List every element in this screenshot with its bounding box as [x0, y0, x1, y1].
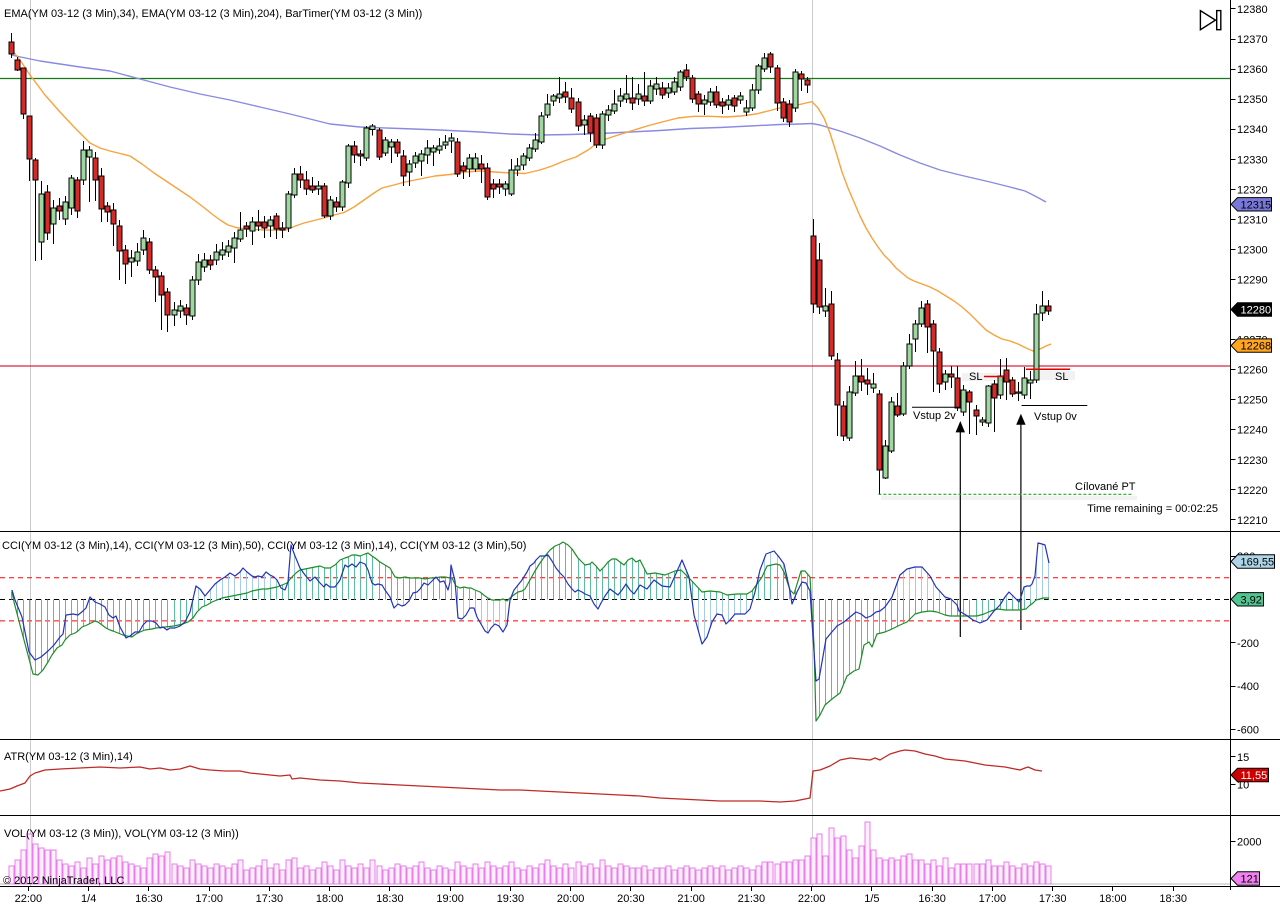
svg-text:-200: -200	[1237, 638, 1259, 650]
svg-text:12230: 12230	[1237, 455, 1268, 467]
svg-text:Vstup 0v: Vstup 0v	[1034, 411, 1077, 423]
svg-text:12268: 12268	[1241, 341, 1272, 353]
svg-text:12340: 12340	[1237, 124, 1268, 136]
svg-text:169,55: 169,55	[1241, 557, 1275, 569]
svg-text:10: 10	[1237, 780, 1249, 792]
svg-text:21:30: 21:30	[738, 893, 766, 905]
svg-text:17:30: 17:30	[256, 893, 284, 905]
svg-text:20:00: 20:00	[557, 893, 585, 905]
svg-text:16:30: 16:30	[918, 893, 946, 905]
svg-text:17:30: 17:30	[1039, 893, 1067, 905]
svg-text:Time remaining = 00:02:25: Time remaining = 00:02:25	[1087, 503, 1218, 515]
svg-text:16:30: 16:30	[135, 893, 163, 905]
svg-text:19:00: 19:00	[436, 893, 464, 905]
svg-text:12220: 12220	[1237, 485, 1268, 497]
svg-text:19:30: 19:30	[497, 893, 525, 905]
svg-text:12250: 12250	[1237, 395, 1268, 407]
svg-text:SL: SL	[1055, 371, 1068, 383]
svg-text:Cílované PT: Cílované PT	[1075, 481, 1136, 493]
svg-text:-400: -400	[1237, 681, 1259, 693]
svg-text:SL: SL	[969, 371, 982, 383]
svg-text:12210: 12210	[1237, 515, 1268, 527]
svg-text:18:00: 18:00	[316, 893, 344, 905]
svg-text:CCI(YM 03-12 (3 Min),14), CCI(: CCI(YM 03-12 (3 Min),14), CCI(YM 03-12 (…	[2, 540, 526, 552]
svg-text:22:00: 22:00	[798, 893, 826, 905]
svg-text:12315: 12315	[1241, 199, 1272, 211]
svg-text:EMA(YM 03-12 (3 Min),34), EMA(: EMA(YM 03-12 (3 Min),34), EMA(YM 03-12 (…	[4, 8, 422, 20]
svg-text:12310: 12310	[1237, 214, 1268, 226]
svg-text:20:30: 20:30	[617, 893, 645, 905]
svg-text:12380: 12380	[1237, 4, 1268, 16]
svg-text:12330: 12330	[1237, 154, 1268, 166]
svg-text:11,55: 11,55	[1241, 770, 1268, 782]
svg-text:12290: 12290	[1237, 274, 1268, 286]
svg-text:ATR(YM 03-12 (3 Min),14): ATR(YM 03-12 (3 Min),14)	[4, 751, 133, 763]
svg-text:12320: 12320	[1237, 184, 1268, 196]
svg-text:22:00: 22:00	[15, 893, 43, 905]
svg-text:17:00: 17:00	[979, 893, 1007, 905]
svg-text:VOL(YM 03-12 (3 Min)), VOL(YM: VOL(YM 03-12 (3 Min)), VOL(YM 03-12 (3 M…	[4, 828, 239, 840]
svg-text:18:00: 18:00	[1099, 893, 1127, 905]
svg-text:Vstup 2v: Vstup 2v	[913, 410, 956, 422]
svg-text:12240: 12240	[1237, 425, 1268, 437]
svg-text:21:00: 21:00	[677, 893, 705, 905]
svg-text:12280: 12280	[1241, 305, 1272, 317]
svg-text:18:30: 18:30	[376, 893, 404, 905]
svg-text:1/5: 1/5	[864, 893, 879, 905]
svg-text:121: 121	[1241, 874, 1259, 886]
svg-text:17:00: 17:00	[195, 893, 223, 905]
svg-text:2000: 2000	[1237, 837, 1261, 849]
svg-text:12260: 12260	[1237, 365, 1268, 377]
svg-text:12350: 12350	[1237, 94, 1268, 106]
svg-text:-600: -600	[1237, 724, 1259, 736]
svg-text:3,92: 3,92	[1241, 594, 1262, 606]
svg-text:12360: 12360	[1237, 64, 1268, 76]
svg-text:1/4: 1/4	[81, 893, 96, 905]
svg-text:12370: 12370	[1237, 34, 1268, 46]
svg-text:© 2012 NinjaTrader, LLC: © 2012 NinjaTrader, LLC	[3, 875, 124, 887]
svg-text:15: 15	[1237, 752, 1249, 764]
svg-text:18:30: 18:30	[1159, 893, 1187, 905]
svg-text:12300: 12300	[1237, 244, 1268, 256]
